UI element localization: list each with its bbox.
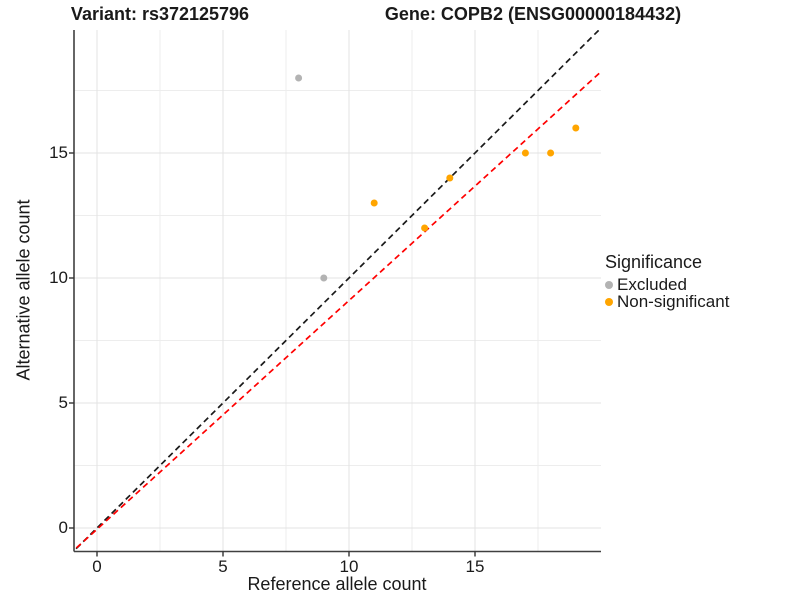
data-point-non-significant	[446, 174, 454, 182]
legend-item-non-significant: Non-significant	[605, 291, 730, 311]
excluded-dot-icon	[605, 280, 613, 289]
plot-title-gene: Gene: COPB2 (ENSG00000184432)	[384, 4, 682, 24]
y-axis-title: Alternative allele count	[13, 199, 34, 381]
y-tick-label: 0	[58, 518, 68, 537]
legend-item-label: Excluded	[617, 274, 687, 294]
data-point-non-significant	[370, 199, 378, 207]
data-point-non-significant	[421, 224, 429, 232]
identity-line	[74, 30, 601, 552]
data-point-excluded	[295, 74, 303, 82]
fit-line	[74, 70, 601, 552]
plot-title-variant: Variant: rs372125796	[70, 4, 250, 24]
legend-title: Significance	[605, 252, 703, 272]
x-tick-label: 0	[92, 557, 102, 576]
legend-item-excluded: Excluded	[605, 274, 729, 294]
y-tick-label: 15	[49, 143, 68, 162]
y-tick-label: 5	[58, 393, 68, 412]
x-tick-label: 5	[218, 557, 228, 576]
x-axis-title: Reference allele count	[247, 574, 427, 594]
non-significant-dot-icon	[605, 297, 613, 306]
data-point-non-significant	[521, 149, 529, 157]
data-point-non-significant	[547, 149, 555, 157]
legend-item-label: Non-significant	[617, 291, 730, 311]
x-tick-label: 15	[465, 557, 485, 576]
data-point-non-significant	[572, 124, 580, 132]
y-tick-label: 10	[49, 268, 68, 287]
legend: Significance Excluded Non-significant	[605, 252, 730, 311]
data-point-excluded	[320, 274, 328, 282]
x-tick-label: 10	[339, 557, 359, 576]
